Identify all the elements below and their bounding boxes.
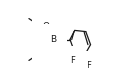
Text: O: O <box>43 22 50 31</box>
Text: F: F <box>74 65 78 74</box>
Text: F: F <box>70 56 75 65</box>
Text: B: B <box>50 35 56 44</box>
Text: F: F <box>86 61 91 70</box>
Text: O: O <box>43 48 50 57</box>
